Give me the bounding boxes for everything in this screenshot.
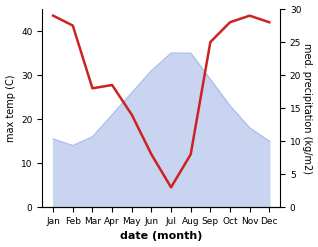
X-axis label: date (month): date (month) (120, 231, 203, 242)
Y-axis label: med. precipitation (kg/m2): med. precipitation (kg/m2) (302, 43, 313, 174)
Y-axis label: max temp (C): max temp (C) (5, 74, 16, 142)
